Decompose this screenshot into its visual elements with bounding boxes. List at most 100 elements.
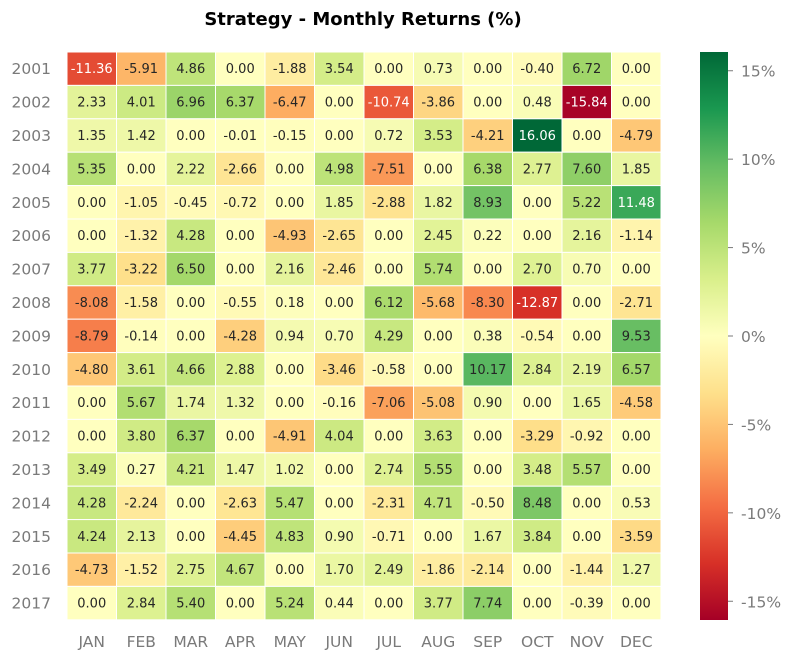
heatmap-cell (314, 418, 365, 454)
heatmap-cell (215, 585, 266, 621)
cell-value-label: 0.00 (473, 263, 502, 278)
heatmap-cell (561, 452, 612, 487)
cell-value-label: -1.86 (421, 563, 455, 578)
month-tick-label: SEP (473, 633, 502, 651)
cell-value-label: -1.14 (619, 229, 653, 244)
cell-value-label: 3.80 (127, 430, 156, 445)
cell-value-label: 0.00 (176, 530, 205, 545)
cell-value-label: -0.45 (174, 196, 208, 211)
heatmap-cell (264, 118, 315, 153)
cell-value-label: 1.27 (622, 563, 651, 578)
cell-value-label: 2.16 (572, 229, 601, 244)
colorbar-tick-label: 10% (741, 151, 775, 169)
month-tick-label: NOV (570, 633, 605, 651)
cell-value-label: 2.13 (127, 530, 156, 545)
heatmap-cell (363, 118, 414, 153)
cell-value-label: 0.00 (622, 96, 651, 111)
cell-value-label: -1.32 (124, 229, 158, 244)
cell-value-label: 6.96 (176, 96, 205, 111)
year-tick-label: 2005 (12, 194, 51, 212)
year-tick-label: 2014 (12, 494, 51, 512)
heatmap-cell (611, 452, 662, 487)
heatmap-cell (611, 51, 662, 86)
year-tick-label: 2002 (12, 94, 51, 112)
cell-value-label: 0.18 (275, 296, 304, 311)
year-tick-label: 2004 (12, 160, 51, 178)
month-tick-label: MAY (274, 633, 307, 651)
heatmap-cell (264, 585, 315, 621)
cell-value-label: 0.00 (226, 430, 255, 445)
cell-value-label: 0.00 (572, 296, 601, 311)
cell-value-label: 1.65 (572, 396, 601, 411)
cell-value-label: 2.84 (127, 597, 156, 612)
cell-value-label: 0.00 (176, 496, 205, 511)
year-axis: 2001 2002 2003 2004 2005 2006 2007 2008 2009 2010… (12, 60, 51, 612)
cell-value-label: -1.52 (124, 563, 158, 578)
cell-value-label: 1.70 (325, 563, 354, 578)
heatmap-cell (561, 318, 612, 354)
heatmap-cell (561, 385, 612, 420)
colorbar-tick-label: 15% (741, 63, 775, 81)
heatmap-cell (611, 385, 662, 420)
cell-value-label: 0.94 (275, 329, 304, 344)
cell-value-label: 0.00 (275, 563, 304, 578)
cell-value-label: 0.48 (523, 96, 552, 111)
cell-value-label: -1.44 (570, 563, 604, 578)
heatmap-cell (611, 151, 662, 187)
heatmap-cell (611, 318, 662, 354)
heatmap-cell (116, 552, 167, 587)
cell-value-label: -0.39 (570, 597, 604, 612)
cell-value-label: 0.00 (523, 563, 552, 578)
cell-value-label: -11.36 (71, 62, 113, 77)
cell-value-label: -3.46 (322, 363, 356, 378)
cell-value-label: 6.57 (622, 363, 651, 378)
colorbar-tick-label: 0% (741, 328, 766, 346)
cell-value-label: -4.73 (75, 563, 109, 578)
cell-value-label: 6.37 (226, 96, 255, 111)
cell-value-label: -0.92 (570, 430, 604, 445)
cell-value-label: -4.91 (273, 430, 307, 445)
cell-value-label: -2.14 (471, 563, 505, 578)
cell-value-label: 0.00 (325, 296, 354, 311)
cell-value-label: 0.00 (325, 129, 354, 144)
heatmap-cell (363, 352, 414, 387)
cell-value-label: 0.00 (275, 363, 304, 378)
heatmap-cell (314, 84, 365, 120)
heatmap-cell (611, 519, 662, 554)
cell-value-label: -8.08 (75, 296, 109, 311)
cell-value-label: 0.00 (473, 62, 502, 77)
heatmap-cell (116, 84, 167, 120)
year-tick-label: 2006 (12, 227, 51, 245)
cell-value-label: -4.93 (273, 229, 307, 244)
cell-value-label: 5.74 (424, 263, 453, 278)
cell-value-label: 6.50 (176, 263, 205, 278)
heatmap-cell (165, 185, 216, 220)
cell-value-label: 0.00 (176, 329, 205, 344)
cell-value-label: 5.24 (275, 597, 304, 612)
heatmap-cell (264, 84, 315, 120)
heatmap-cell (264, 485, 315, 521)
cell-value-label: 0.00 (622, 62, 651, 77)
cell-value-label: 2.74 (374, 463, 403, 478)
colorbar-gradient (700, 52, 728, 620)
cell-value-label: 5.55 (424, 463, 453, 478)
cell-value-label: 0.00 (622, 597, 651, 612)
cell-value-label: 0.00 (424, 530, 453, 545)
heatmap-cell (66, 185, 117, 220)
cell-value-label: 0.00 (77, 229, 106, 244)
cell-value-label: 2.75 (176, 563, 205, 578)
cell-value-label: 1.85 (622, 162, 651, 177)
cell-value-label: -2.24 (124, 496, 158, 511)
heatmap-cell (462, 318, 513, 354)
cell-value-label: -0.50 (471, 496, 505, 511)
cell-value-label: 1.74 (176, 396, 205, 411)
heatmap-cell (462, 552, 513, 587)
heatmap-cell (165, 251, 216, 287)
heatmap-cell (363, 251, 414, 287)
heatmap-cell (215, 385, 266, 420)
cell-value-label: 2.77 (523, 162, 552, 177)
heatmap-cell (413, 385, 464, 420)
heatmap-cell (264, 452, 315, 487)
cell-value-label: -2.88 (372, 196, 406, 211)
cell-value-label: 1.85 (325, 196, 354, 211)
